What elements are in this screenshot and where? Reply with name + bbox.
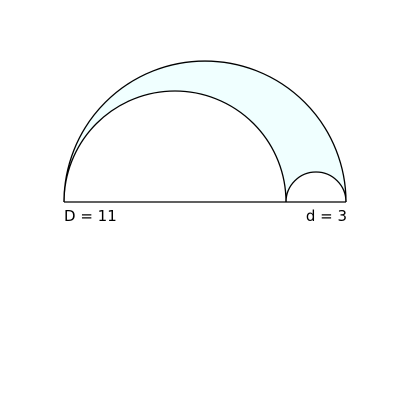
small-semicircle	[285, 171, 347, 203]
large-semicircle	[63, 90, 287, 203]
large-diameter-label: D = 11	[64, 207, 117, 225]
outer-semicircle	[63, 60, 347, 203]
small-diameter-label: d = 3	[306, 207, 347, 225]
shaded-region	[64, 61, 346, 202]
